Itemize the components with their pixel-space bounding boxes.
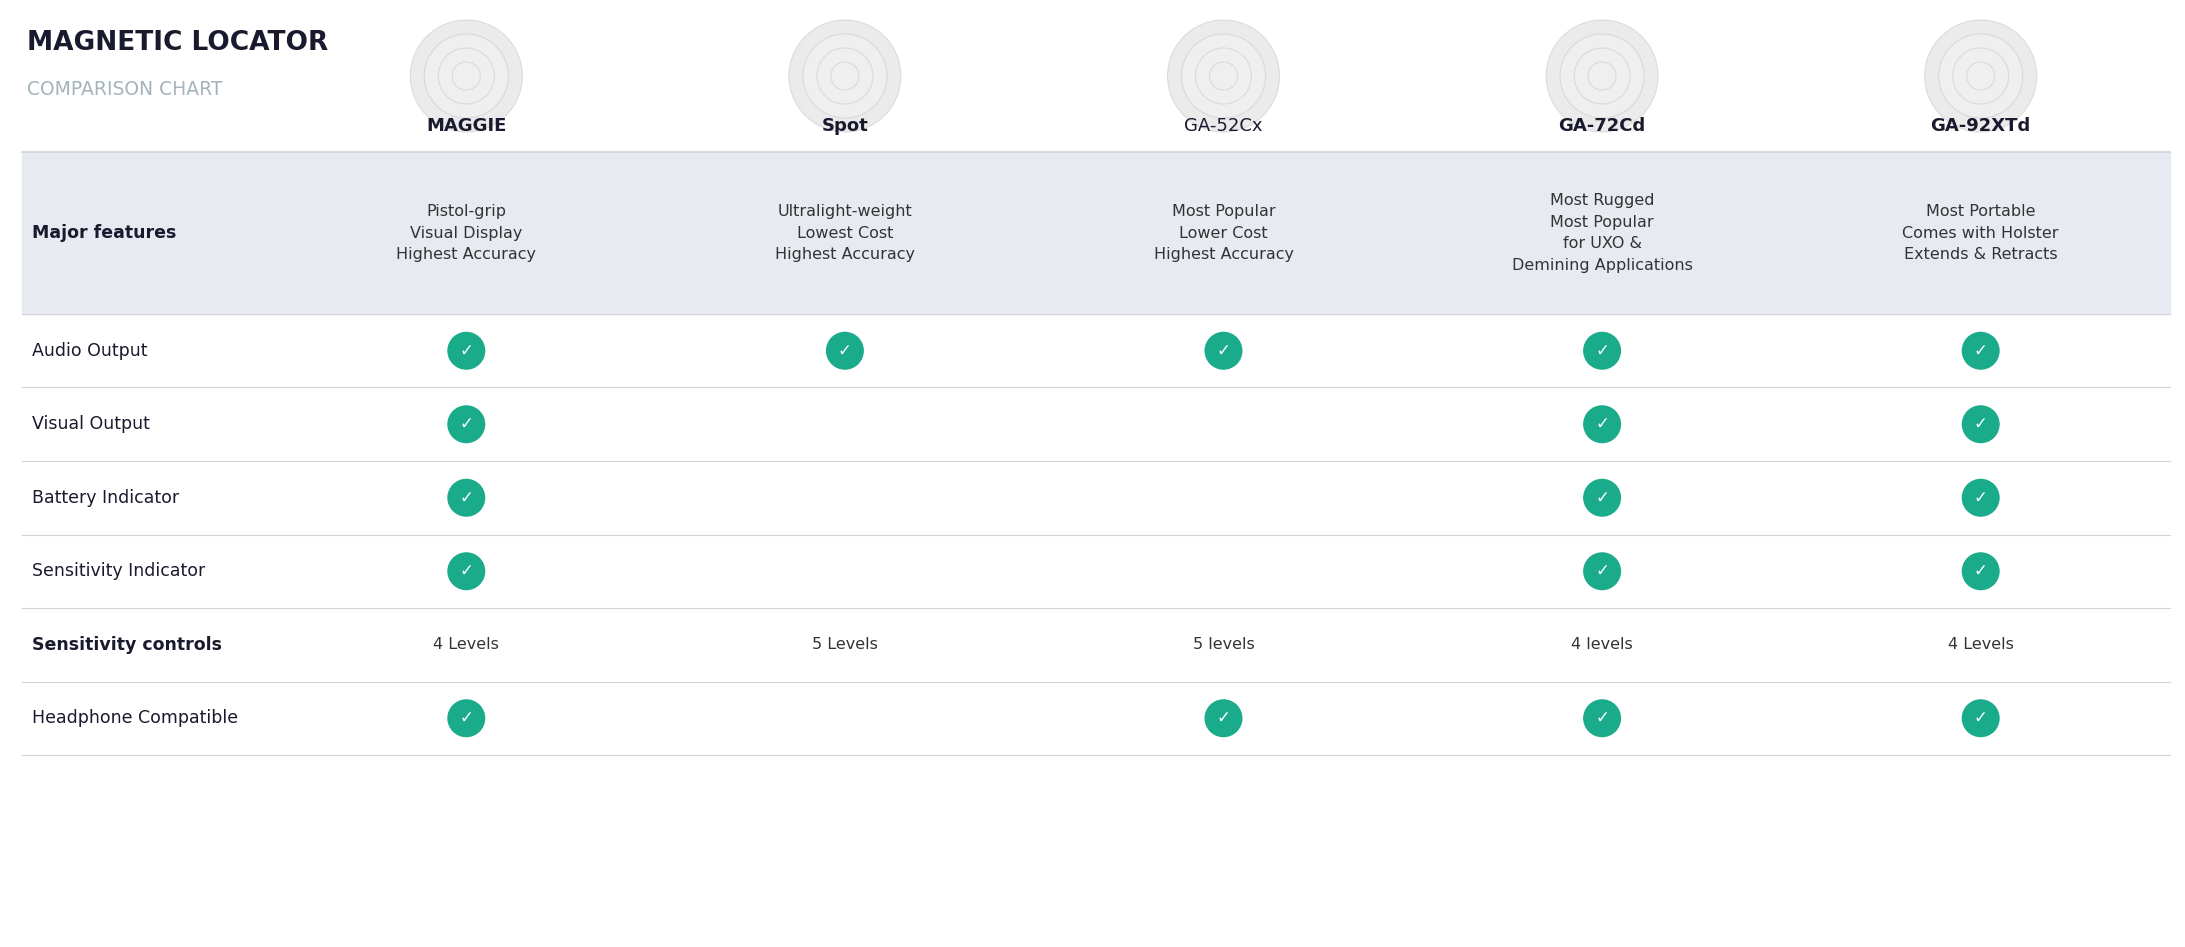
Circle shape — [802, 34, 887, 118]
Circle shape — [448, 699, 485, 738]
Text: 5 levels: 5 levels — [1193, 637, 1254, 652]
Text: ✓: ✓ — [459, 563, 474, 581]
Circle shape — [448, 552, 485, 590]
Circle shape — [411, 20, 522, 132]
Text: ✓: ✓ — [459, 415, 474, 433]
Circle shape — [1962, 699, 1999, 738]
Text: ✓: ✓ — [839, 342, 852, 360]
Circle shape — [448, 479, 485, 517]
Text: 4 Levels: 4 Levels — [1947, 637, 2015, 652]
Text: ✓: ✓ — [1973, 415, 1988, 433]
Circle shape — [1966, 62, 1995, 90]
Text: Most Rugged
Most Popular
for UXO &
Demining Applications: Most Rugged Most Popular for UXO & Demin… — [1512, 193, 1693, 273]
Text: GA-72Cd: GA-72Cd — [1558, 117, 1645, 135]
Circle shape — [830, 62, 859, 90]
Circle shape — [789, 20, 900, 132]
Circle shape — [1584, 405, 1621, 443]
Text: ✓: ✓ — [1217, 342, 1230, 360]
Circle shape — [817, 48, 872, 104]
Circle shape — [1584, 699, 1621, 738]
Circle shape — [1195, 48, 1252, 104]
Circle shape — [1210, 62, 1237, 90]
Text: Pistol-grip
Visual Display
Highest Accuracy: Pistol-grip Visual Display Highest Accur… — [395, 204, 535, 262]
Circle shape — [1547, 20, 1658, 132]
Circle shape — [1204, 331, 1243, 369]
Text: GA-92XTd: GA-92XTd — [1932, 117, 2030, 135]
Circle shape — [1953, 48, 2008, 104]
Text: MAGNETIC LOCATOR: MAGNETIC LOCATOR — [26, 30, 328, 56]
Circle shape — [1962, 331, 1999, 369]
Circle shape — [1573, 48, 1630, 104]
Text: ✓: ✓ — [1595, 489, 1608, 507]
Text: ✓: ✓ — [1973, 563, 1988, 581]
Circle shape — [1167, 20, 1280, 132]
Circle shape — [1962, 405, 1999, 443]
Circle shape — [1925, 20, 2036, 132]
Circle shape — [1962, 552, 1999, 590]
Text: Battery Indicator: Battery Indicator — [33, 489, 179, 507]
Text: ✓: ✓ — [1973, 489, 1988, 507]
Text: Sensitivity Indicator: Sensitivity Indicator — [33, 563, 205, 581]
Text: ✓: ✓ — [1595, 415, 1608, 433]
Text: Headphone Compatible: Headphone Compatible — [33, 709, 238, 727]
Text: Ultralight-weight
Lowest Cost
Highest Accuracy: Ultralight-weight Lowest Cost Highest Ac… — [776, 204, 916, 262]
Text: MAGGIE: MAGGIE — [426, 117, 507, 135]
Circle shape — [1584, 479, 1621, 517]
Text: 4 levels: 4 levels — [1571, 637, 1632, 652]
Text: Major features: Major features — [33, 224, 177, 242]
Circle shape — [1560, 34, 1643, 118]
Text: Spot: Spot — [822, 117, 867, 135]
Text: Most Popular
Lower Cost
Highest Accuracy: Most Popular Lower Cost Highest Accuracy — [1154, 204, 1294, 262]
Text: ✓: ✓ — [1595, 709, 1608, 727]
Circle shape — [439, 48, 494, 104]
Circle shape — [826, 331, 863, 369]
Circle shape — [448, 405, 485, 443]
Text: ✓: ✓ — [459, 709, 474, 727]
Circle shape — [1962, 479, 1999, 517]
Text: 5 Levels: 5 Levels — [813, 637, 878, 652]
Circle shape — [452, 62, 481, 90]
Text: ✓: ✓ — [1595, 563, 1608, 581]
Text: COMPARISON CHART: COMPARISON CHART — [26, 80, 223, 99]
Text: ✓: ✓ — [1973, 342, 1988, 360]
Text: Sensitivity controls: Sensitivity controls — [33, 635, 223, 653]
Text: ✓: ✓ — [1217, 709, 1230, 727]
Circle shape — [1584, 552, 1621, 590]
Circle shape — [1182, 34, 1265, 118]
Text: 4 Levels: 4 Levels — [433, 637, 498, 652]
Circle shape — [1584, 331, 1621, 369]
Circle shape — [1204, 699, 1243, 738]
Text: ✓: ✓ — [1595, 342, 1608, 360]
Circle shape — [448, 331, 485, 369]
Text: ✓: ✓ — [459, 489, 474, 507]
Circle shape — [1588, 62, 1617, 90]
Text: ✓: ✓ — [1973, 709, 1988, 727]
Text: Audio Output: Audio Output — [33, 342, 149, 360]
Text: GA-52Cx: GA-52Cx — [1184, 117, 1263, 135]
Text: ✓: ✓ — [459, 342, 474, 360]
Text: Most Portable
Comes with Holster
Extends & Retracts: Most Portable Comes with Holster Extends… — [1903, 204, 2058, 262]
Circle shape — [424, 34, 509, 118]
Circle shape — [1938, 34, 2023, 118]
Text: Visual Output: Visual Output — [33, 415, 151, 433]
